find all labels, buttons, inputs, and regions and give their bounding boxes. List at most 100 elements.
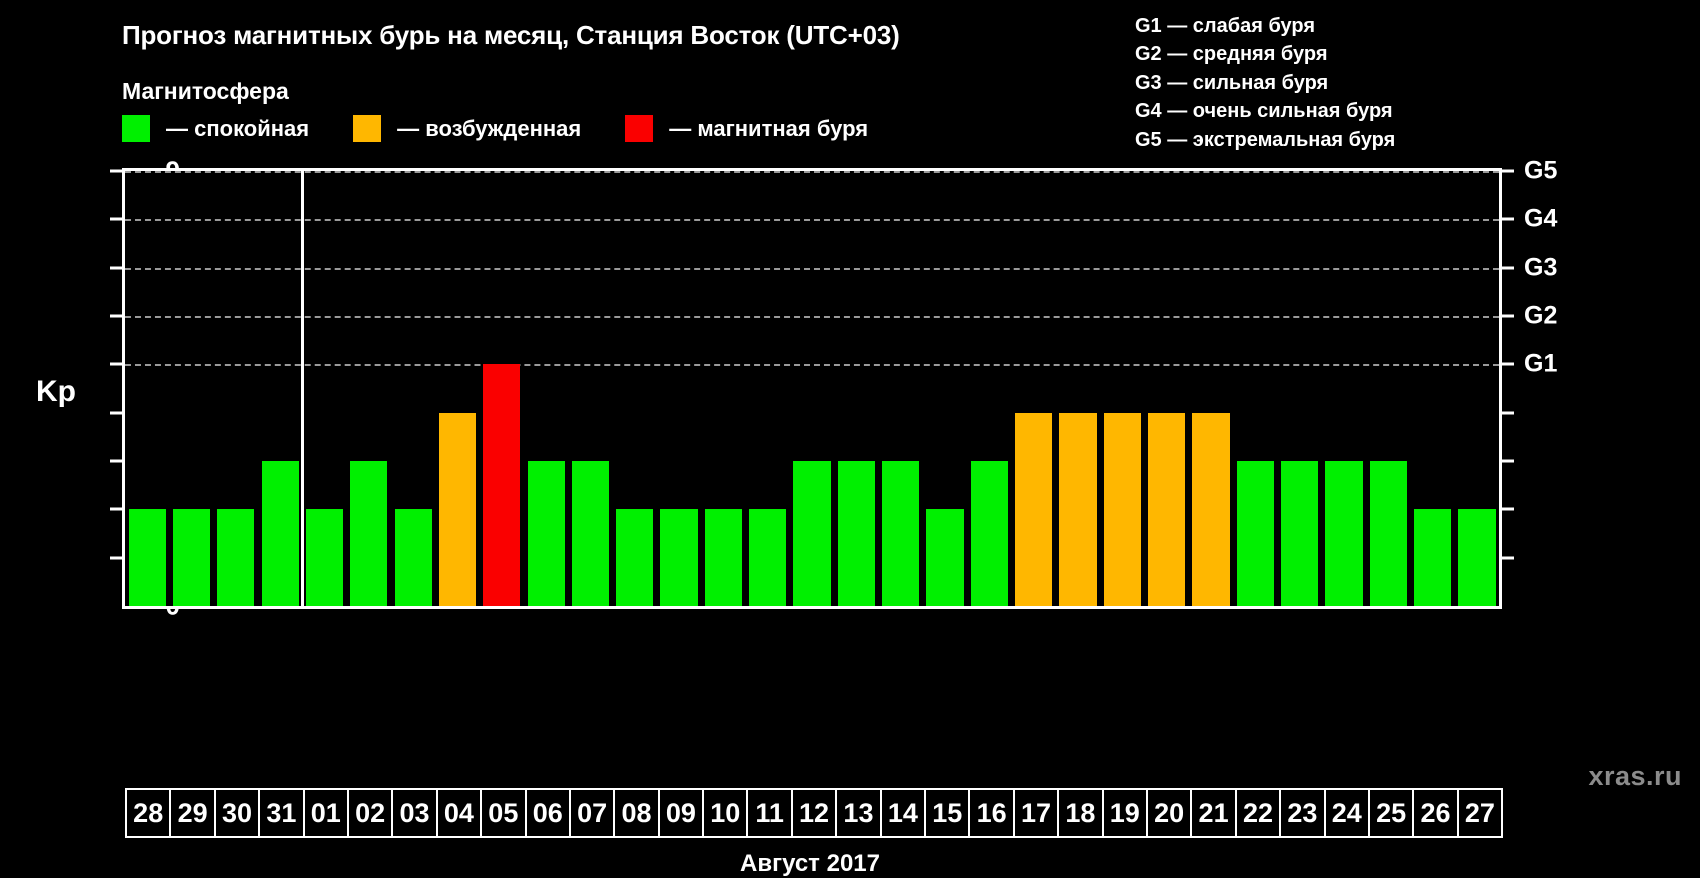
- bar-day-15[interactable]: [926, 509, 964, 606]
- bar-slot-30[interactable]: [214, 171, 258, 606]
- bar-slot-11[interactable]: [746, 171, 790, 606]
- day-label-15[interactable]: 15: [926, 790, 971, 836]
- bar-slot-03[interactable]: [391, 171, 435, 606]
- bar-slot-31[interactable]: [258, 171, 302, 606]
- bar-slot-07[interactable]: [568, 171, 612, 606]
- day-label-27[interactable]: 27: [1458, 790, 1502, 836]
- day-label-12[interactable]: 12: [792, 790, 838, 836]
- bar-day-09[interactable]: [660, 509, 698, 606]
- day-label-14[interactable]: 14: [881, 790, 927, 836]
- bar-day-06[interactable]: [527, 461, 565, 606]
- y-tick-mark-2: [110, 507, 122, 511]
- day-label-08[interactable]: 08: [615, 790, 660, 836]
- bar-slot-09[interactable]: [657, 171, 701, 606]
- bar-day-17[interactable]: [1015, 412, 1053, 606]
- legend-item-storm: — магнитная буря: [625, 115, 868, 142]
- g-axis-tick-mark-kp-5: [1502, 362, 1514, 366]
- day-label-31[interactable]: 31: [260, 790, 305, 836]
- bar-day-13[interactable]: [837, 461, 876, 606]
- day-label-24[interactable]: 24: [1325, 790, 1370, 836]
- day-label-05[interactable]: 05: [482, 790, 527, 836]
- bar-day-21[interactable]: [1192, 412, 1230, 606]
- bar-slot-23[interactable]: [1278, 171, 1322, 606]
- day-label-11[interactable]: 11: [748, 790, 793, 836]
- bar-slot-04[interactable]: [435, 171, 479, 606]
- bar-slot-18[interactable]: [1056, 171, 1100, 606]
- bar-day-24[interactable]: [1325, 461, 1363, 606]
- day-label-19[interactable]: 19: [1103, 790, 1148, 836]
- bar-day-02[interactable]: [350, 461, 388, 606]
- bar-day-23[interactable]: [1281, 461, 1319, 606]
- day-label-01[interactable]: 01: [304, 790, 349, 836]
- day-label-04[interactable]: 04: [437, 790, 483, 836]
- bar-slot-26[interactable]: [1411, 171, 1455, 606]
- bar-day-19[interactable]: [1103, 412, 1141, 606]
- bar-slot-20[interactable]: [1145, 171, 1189, 606]
- bar-day-08[interactable]: [616, 509, 654, 606]
- bar-slot-21[interactable]: [1189, 171, 1233, 606]
- bar-day-28[interactable]: [128, 509, 166, 606]
- bar-day-29[interactable]: [172, 509, 211, 606]
- bar-day-31[interactable]: [261, 461, 299, 606]
- bar-slot-28[interactable]: [125, 171, 169, 606]
- day-label-21[interactable]: 21: [1192, 790, 1237, 836]
- day-label-28[interactable]: 28: [127, 790, 172, 836]
- day-label-26[interactable]: 26: [1414, 790, 1459, 836]
- bar-slot-15[interactable]: [923, 171, 967, 606]
- day-label-06[interactable]: 06: [526, 790, 571, 836]
- day-label-20[interactable]: 20: [1147, 790, 1193, 836]
- bar-slot-02[interactable]: [347, 171, 391, 606]
- bar-slot-27[interactable]: [1455, 171, 1499, 606]
- day-axis: 28 29 30 31 01 02 03 04 05 06 07 08 09 10 11 12 13 14 15 16…: [125, 788, 1503, 838]
- bar-day-30[interactable]: [217, 509, 255, 606]
- bar-day-14[interactable]: [882, 461, 920, 606]
- bar-slot-25[interactable]: [1366, 171, 1410, 606]
- bar-slot-14[interactable]: [879, 171, 923, 606]
- bar-slot-13[interactable]: [834, 171, 878, 606]
- bar-day-10[interactable]: [704, 509, 743, 606]
- bar-slot-19[interactable]: [1100, 171, 1144, 606]
- bar-day-03[interactable]: [394, 509, 432, 606]
- day-label-29[interactable]: 29: [171, 790, 216, 836]
- bar-slot-29[interactable]: [169, 171, 213, 606]
- day-label-17[interactable]: 17: [1014, 790, 1060, 836]
- bar-day-01[interactable]: [305, 509, 344, 606]
- day-label-02[interactable]: 02: [348, 790, 394, 836]
- bar-slot-05[interactable]: [480, 171, 524, 606]
- day-label-10[interactable]: 10: [704, 790, 749, 836]
- day-label-30[interactable]: 30: [215, 790, 261, 836]
- bar-slot-10[interactable]: [701, 171, 745, 606]
- day-label-09[interactable]: 09: [659, 790, 705, 836]
- bar-slot-01[interactable]: [302, 171, 346, 606]
- bar-day-26[interactable]: [1414, 509, 1452, 606]
- day-label-18[interactable]: 18: [1059, 790, 1104, 836]
- bar-day-04[interactable]: [438, 412, 477, 606]
- day-label-07[interactable]: 07: [570, 790, 616, 836]
- bar-day-27[interactable]: [1458, 509, 1496, 606]
- day-label-22[interactable]: 22: [1236, 790, 1282, 836]
- bar-day-16[interactable]: [970, 461, 1009, 606]
- day-label-25[interactable]: 25: [1369, 790, 1415, 836]
- bar-day-20[interactable]: [1148, 412, 1186, 606]
- bar-slot-17[interactable]: [1012, 171, 1056, 606]
- y-tick-mark-9: [110, 169, 122, 173]
- watermark: xras.ru: [1588, 761, 1682, 791]
- day-label-23[interactable]: 23: [1281, 790, 1326, 836]
- day-label-16[interactable]: 16: [970, 790, 1015, 836]
- bar-day-07[interactable]: [571, 461, 610, 606]
- bar-day-05[interactable]: [483, 364, 521, 606]
- bar-slot-16[interactable]: [967, 171, 1011, 606]
- bar-slot-12[interactable]: [790, 171, 834, 606]
- bar-slot-08[interactable]: [613, 171, 657, 606]
- bar-day-11[interactable]: [749, 509, 787, 606]
- bar-day-18[interactable]: [1059, 412, 1097, 606]
- bar-day-25[interactable]: [1369, 461, 1407, 606]
- bar-day-22[interactable]: [1236, 461, 1274, 606]
- bar-day-12[interactable]: [793, 461, 831, 606]
- day-label-13[interactable]: 13: [837, 790, 882, 836]
- g-axis-tick-mark-kp-7: [1502, 266, 1514, 270]
- bar-slot-24[interactable]: [1322, 171, 1366, 606]
- day-label-03[interactable]: 03: [393, 790, 438, 836]
- bar-slot-06[interactable]: [524, 171, 568, 606]
- bar-slot-22[interactable]: [1233, 171, 1277, 606]
